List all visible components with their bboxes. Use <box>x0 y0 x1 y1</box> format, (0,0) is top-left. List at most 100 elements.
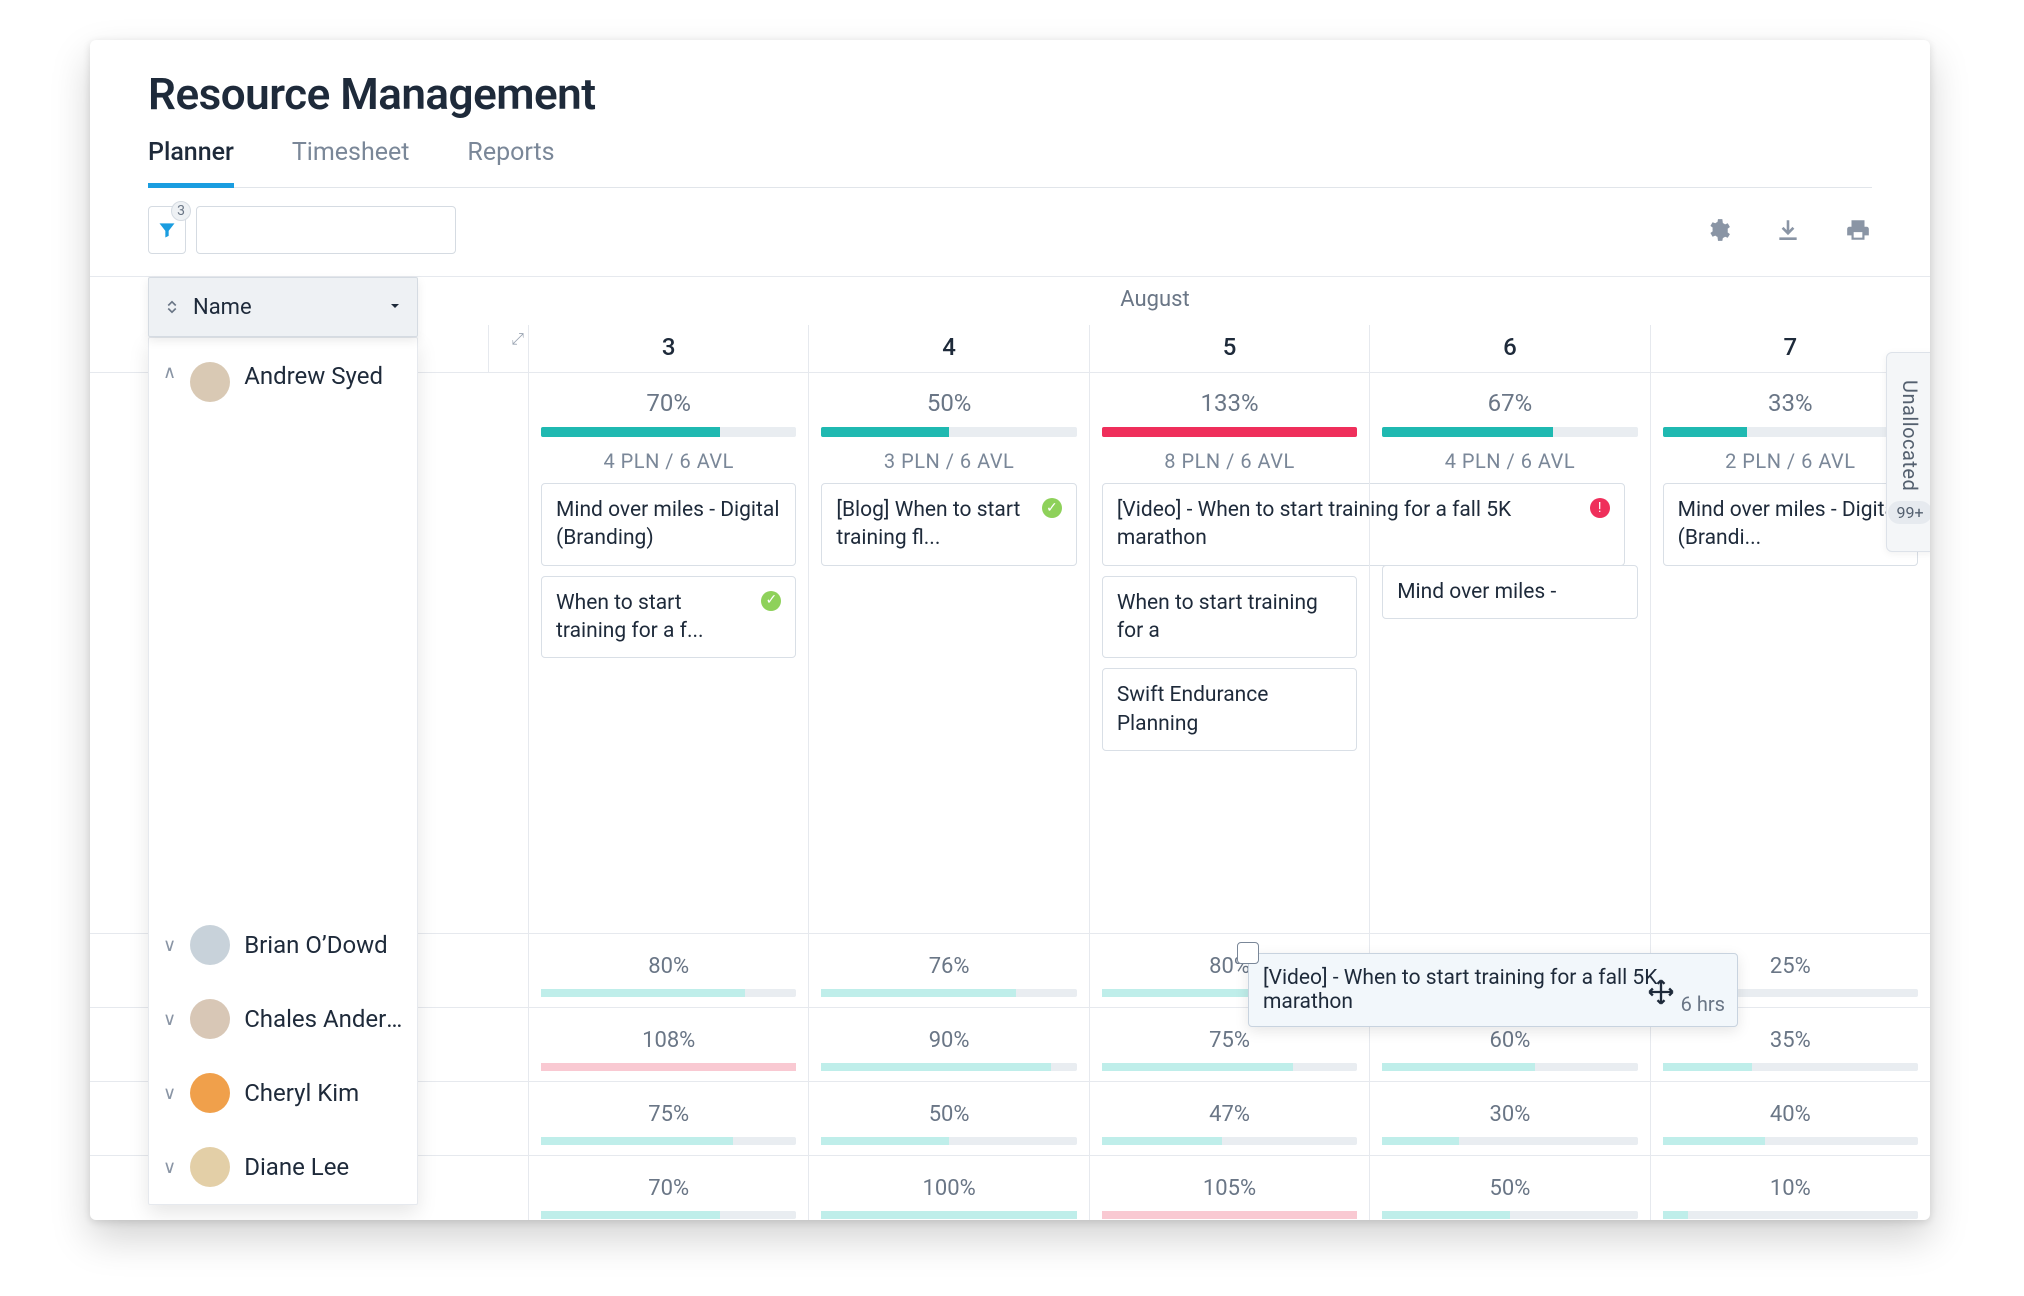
filter-count-badge: 3 <box>171 201 191 221</box>
planner-cell[interactable]: 70% <box>528 1156 808 1220</box>
chevron-down-icon[interactable]: ∨ <box>163 1009 176 1030</box>
resource-name: Brian O’Dowd <box>244 931 388 959</box>
drag-ghost-card[interactable]: [Video] - When to start training for a f… <box>1248 953 1738 1027</box>
drag-ghost-text: [Video] - When to start training for a f… <box>1263 966 1657 1014</box>
allocation-bar <box>541 1063 796 1071</box>
planner-cell[interactable]: 133% 8 PLN / 6 AVL [Video] - When to sta… <box>1089 373 1369 933</box>
task-card[interactable]: Mind over miles - Digital (Branding) <box>541 483 796 566</box>
name-header-label: Name <box>193 295 252 320</box>
planner-cell[interactable]: 80% <box>528 934 808 1007</box>
planner-cell[interactable]: 50% <box>1369 1156 1649 1220</box>
allocation-pct: 50% <box>821 1102 1076 1127</box>
chevron-down-icon[interactable]: ∨ <box>163 1157 176 1178</box>
avatar <box>190 1073 230 1113</box>
planner-cell[interactable]: 30% <box>1369 1082 1649 1155</box>
resource-entry[interactable]: ∨ Chales Anderson <box>149 982 417 1056</box>
chevron-down-icon[interactable]: ∨ <box>163 1083 176 1104</box>
resource-entry[interactable]: ∨ Diane Lee <box>149 1130 417 1204</box>
planner-cell[interactable]: 50% <box>808 1082 1088 1155</box>
planner-cell[interactable]: 105% <box>1089 1156 1369 1220</box>
tab-reports[interactable]: Reports <box>467 138 554 187</box>
allocation-bar <box>1102 1211 1357 1219</box>
planner-cell[interactable]: 50% 3 PLN / 6 AVL [Blog] When to start t… <box>808 373 1088 933</box>
allocation-bar <box>821 1063 1076 1071</box>
print-button[interactable] <box>1844 216 1872 244</box>
toolbar: 3 <box>148 202 1872 258</box>
resource-entry[interactable]: ∨ Brian O’Dowd <box>149 908 417 982</box>
allocation-pct: 133% <box>1102 389 1357 417</box>
allocation-bar <box>1102 1137 1357 1145</box>
task-card[interactable]: When to start training for a <box>1102 576 1357 659</box>
resource-entry[interactable]: ∧ Andrew Syed <box>149 338 417 908</box>
allocation-pct: 47% <box>1102 1102 1357 1127</box>
allocation-bar <box>1102 427 1357 437</box>
pln-avl-label: 4 PLN / 6 AVL <box>541 449 796 473</box>
task-card[interactable]: Mind over miles - Digital (Brandi... <box>1663 483 1918 566</box>
planner-cell[interactable]: 76% <box>808 934 1088 1007</box>
allocation-pct: 50% <box>821 389 1076 417</box>
task-card[interactable]: When to start training for a f...✓ <box>541 576 796 659</box>
funnel-icon <box>157 220 177 240</box>
resource-entry[interactable]: ∨ Cheryl Kim <box>149 1056 417 1130</box>
allocation-bar <box>1382 1211 1637 1219</box>
day-col: 5 <box>1089 325 1369 372</box>
allocation-bar <box>821 427 1076 437</box>
allocation-bar <box>821 1137 1076 1145</box>
tab-timesheet[interactable]: Timesheet <box>292 138 410 187</box>
tab-planner[interactable]: Planner <box>148 138 234 188</box>
allocation-bar <box>1663 1137 1918 1145</box>
allocation-pct: 76% <box>821 954 1076 979</box>
pln-avl-label: 3 PLN / 6 AVL <box>821 449 1076 473</box>
chevron-up-icon[interactable]: ∧ <box>163 362 176 383</box>
planner-cell[interactable]: 75% <box>528 1082 808 1155</box>
allocation-bar <box>541 1211 796 1219</box>
planner-cell[interactable]: 47% <box>1089 1082 1369 1155</box>
planner-cell[interactable]: 100% <box>808 1156 1088 1220</box>
tab-bar: Planner Timesheet Reports <box>148 138 1872 188</box>
allocation-pct: 75% <box>541 1102 796 1127</box>
print-icon <box>1845 217 1871 243</box>
task-text: When to start training for a <box>1117 589 1342 646</box>
resource-name: Diane Lee <box>244 1153 349 1181</box>
unallocated-badge: 99+ <box>1888 501 1930 524</box>
drag-ghost-hours: 6 hrs <box>1681 992 1725 1016</box>
search-input[interactable] <box>196 206 456 254</box>
allocation-bar <box>821 989 1076 997</box>
allocation-pct: 35% <box>1663 1028 1918 1053</box>
filter-button[interactable]: 3 <box>148 206 186 254</box>
allocation-bar <box>1663 1211 1918 1219</box>
task-card[interactable]: [Blog] When to start training fl...✓ <box>821 483 1076 566</box>
settings-button[interactable] <box>1704 216 1732 244</box>
planner-cell[interactable]: 40% <box>1650 1082 1930 1155</box>
planner-cell[interactable]: 70% 4 PLN / 6 AVL Mind over miles - Digi… <box>528 373 808 933</box>
planner-cell[interactable]: 67% 4 PLN / 6 AVL Mind over miles - <box>1369 373 1649 933</box>
caret-down-icon <box>387 295 403 320</box>
allocation-pct: 75% <box>1102 1028 1357 1053</box>
allocation-bar <box>1382 427 1637 437</box>
allocation-bar <box>1382 1137 1637 1145</box>
allocation-pct: 90% <box>821 1028 1076 1053</box>
planner-cell[interactable]: 10% <box>1650 1156 1930 1220</box>
unallocated-sidetab[interactable]: Unallocated 99+ <box>1886 352 1930 552</box>
allocation-bar <box>1102 1063 1357 1071</box>
name-column-header[interactable]: Name <box>148 277 418 337</box>
task-text: Mind over miles - Digital (Branding) <box>556 496 781 553</box>
task-card[interactable]: Swift Endurance Planning <box>1102 668 1357 751</box>
avatar <box>190 362 230 402</box>
allocation-pct: 30% <box>1382 1102 1637 1127</box>
pln-avl-label: 8 PLN / 6 AVL <box>1102 449 1357 473</box>
day-col: 6 <box>1369 325 1649 372</box>
planner-cell[interactable]: 90% <box>808 1008 1088 1081</box>
task-card[interactable]: Mind over miles - <box>1382 565 1637 619</box>
day-col: 3 <box>528 325 808 372</box>
allocation-bar <box>821 1211 1076 1219</box>
resource-name: Cheryl Kim <box>244 1079 359 1107</box>
planner-grid: Name August ⤢ 3 4 5 6 7 <box>90 276 1930 1220</box>
planner-cell[interactable]: 108% <box>528 1008 808 1081</box>
allocation-bar <box>541 1137 796 1145</box>
allocation-pct: 70% <box>541 389 796 417</box>
download-button[interactable] <box>1774 216 1802 244</box>
expand-corner[interactable]: ⤢ <box>488 325 528 372</box>
task-text: Swift Endurance Planning <box>1117 681 1342 738</box>
chevron-down-icon[interactable]: ∨ <box>163 935 176 956</box>
